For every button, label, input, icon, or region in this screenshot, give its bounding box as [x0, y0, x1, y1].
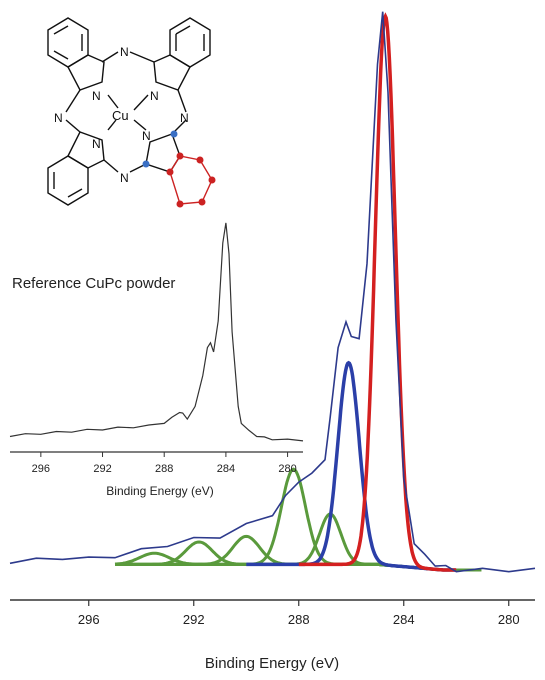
inset-x-tick-label: 288 [155, 463, 173, 475]
inset-x-ticks: 296 292 288 284 280 [32, 452, 297, 475]
inset-curve [9, 222, 304, 442]
inset-chart: Reference CuPc powder 296 292 288 284 280 Bi… [9, 222, 304, 498]
reference-spectrum [9, 222, 304, 442]
inset-x-tick-label: 280 [278, 463, 296, 475]
n-label: N [120, 171, 129, 185]
cupc-molecule-diagram [47, 17, 213, 206]
n-label: N [150, 89, 159, 103]
inset-x-tick-label: 284 [217, 463, 235, 475]
main-curves [9, 11, 536, 573]
main-x-tick-label: 280 [498, 612, 520, 627]
n-label: N [54, 111, 63, 125]
main-x-ticks: 296 292 288 284 280 [78, 600, 520, 627]
blue-atom-dot [170, 130, 178, 138]
n-label: N [92, 89, 101, 103]
bond-arrow [107, 94, 119, 109]
benzene-ring-bottom-right [169, 155, 213, 205]
red-atom-dot [196, 156, 204, 164]
inset-x-tick-label: 292 [93, 463, 111, 475]
red-atom-dot [198, 198, 206, 206]
main-chart: 296 292 288 284 280 Binding Energy (eV) [9, 11, 536, 672]
pyrrole-ring-bottom-right [145, 133, 181, 173]
red-atom-dot [176, 200, 184, 208]
molecule-highlight-dots [142, 130, 216, 208]
main-x-axis-label: Binding Energy (eV) [205, 655, 339, 672]
red-atom-dot [208, 176, 216, 184]
inset-x-tick-label: 296 [32, 463, 50, 475]
n-label: N [92, 137, 101, 151]
main-x-tick-label: 288 [288, 612, 310, 627]
n-label: N [120, 45, 129, 59]
pyrrole-ring-top-left [67, 54, 105, 91]
red-atom-dot [166, 168, 174, 176]
cu-label: Cu [112, 108, 129, 123]
pyrrole-ring-bottom-left [67, 131, 105, 169]
measured-spectrum [9, 11, 536, 573]
blue-atom-dot [142, 160, 150, 168]
main-x-tick-label: 284 [393, 612, 415, 627]
pyrrole-ring-top-right [153, 54, 191, 91]
molecule-labels: N N N N N N N N Cu [54, 45, 189, 185]
fit-peak-red [298, 12, 457, 572]
main-x-tick-label: 292 [183, 612, 205, 627]
n-label: N [142, 129, 151, 143]
inset-title: Reference CuPc powder [12, 275, 175, 292]
inset-x-axis-label: Binding Energy (eV) [106, 484, 213, 498]
main-x-tick-label: 296 [78, 612, 100, 627]
red-atom-dot [176, 152, 184, 160]
n-label: N [180, 111, 189, 125]
